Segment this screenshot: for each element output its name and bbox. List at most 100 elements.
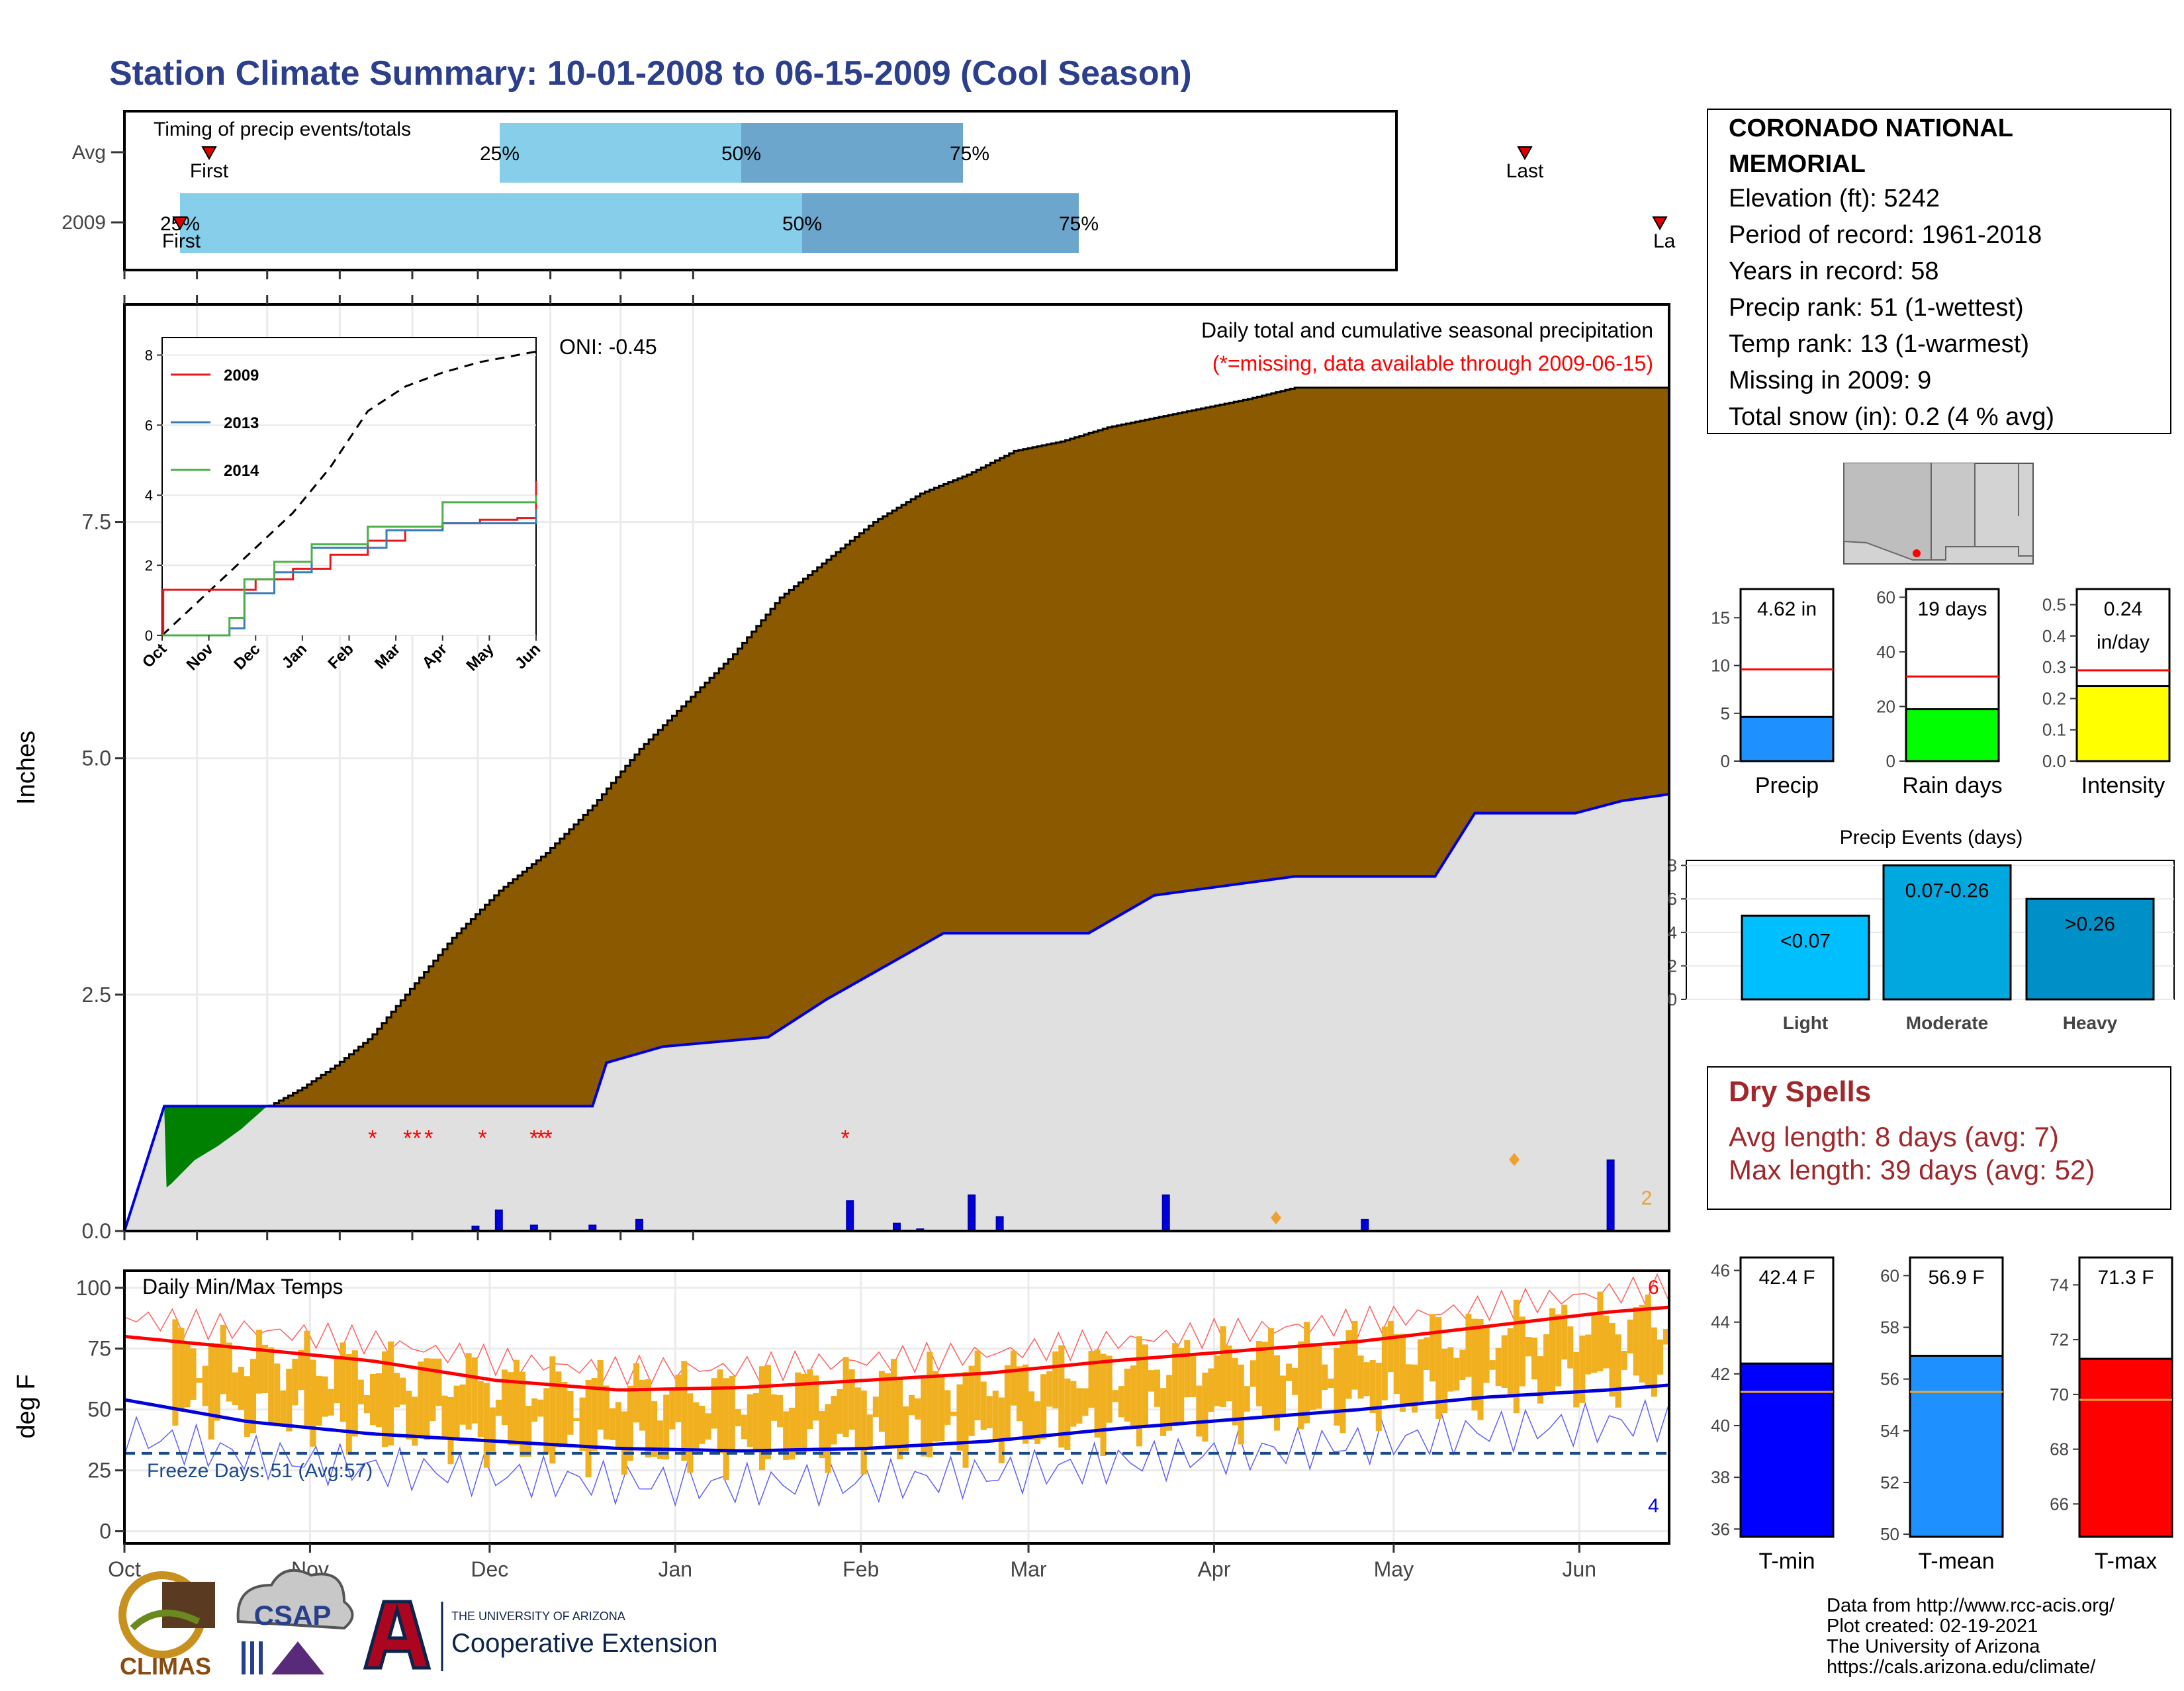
daily-temp-bar-139 — [956, 1384, 963, 1451]
daily-temp-bar-204 — [1345, 1330, 1352, 1399]
inset-series-2014 — [162, 495, 537, 637]
daily-temp-bar-61 — [489, 1407, 496, 1452]
timing-row-2009-label: 2009 — [62, 212, 106, 234]
daily-temp-bar-66 — [520, 1371, 526, 1457]
precip-summary-tick-label-1-1: 20 — [1876, 696, 1895, 716]
main-y-tick-label-2: 5.0 — [82, 747, 111, 770]
inset-x-tick-label-7: May — [463, 640, 498, 675]
temp-chart-frame — [123, 1269, 1670, 1545]
main-chart-frame — [123, 303, 1670, 1232]
above-average-fill — [164, 1105, 270, 1188]
daily-temp-bar-247 — [1603, 1315, 1610, 1369]
daily-temp-bar-143 — [980, 1381, 987, 1430]
daily-temp-bar-214 — [1405, 1364, 1412, 1407]
daily-temp-bar-234 — [1525, 1337, 1531, 1357]
temp-summary-value-0: 42.4 F — [1758, 1267, 1815, 1289]
station-elevation: Elevation (ft): 5242 — [1729, 185, 1940, 212]
daily-temp-bar-82 — [615, 1402, 621, 1449]
precip-summary-value-2: 0.24 — [2104, 598, 2142, 620]
daily-temp-bar-94 — [687, 1393, 694, 1473]
daily-temp-bar-10 — [184, 1343, 191, 1408]
daily-precip-bar-12 — [1606, 1159, 1615, 1232]
daily-temp-bar-198 — [1310, 1343, 1316, 1410]
daily-temp-bar-44 — [388, 1341, 394, 1445]
missing-day-marker-8: * — [841, 1126, 850, 1151]
daily-precip-bar-5 — [846, 1200, 854, 1232]
precip-events-tick-label-4: 8 — [1668, 856, 1677, 876]
daily-temp-bar-240 — [1561, 1304, 1568, 1360]
daily-temp-bar-253 — [1639, 1304, 1645, 1383]
daily-temp-bar-98 — [711, 1378, 717, 1429]
daily-temp-bar-146 — [998, 1397, 1005, 1463]
daily-temp-bar-239 — [1555, 1314, 1562, 1387]
inset-x-tick-label-2: Dec — [230, 640, 263, 673]
daily-temp-bar-37 — [345, 1353, 352, 1455]
daily-temp-bar-71 — [549, 1356, 556, 1464]
daily-temp-bar-117 — [825, 1404, 831, 1473]
timing-2009-first: First — [162, 230, 201, 252]
daily-temp-bar-144 — [986, 1396, 993, 1428]
daily-temp-bar-149 — [1016, 1366, 1023, 1422]
daily-temp-bar-15 — [214, 1343, 220, 1421]
daily-temp-bar-172 — [1154, 1369, 1161, 1407]
daily-temp-bar-231 — [1507, 1328, 1514, 1398]
main-y-tick-label-3: 7.5 — [82, 510, 111, 534]
inset-x-tick-label-0: Oct — [139, 640, 170, 671]
daily-temp-bar-47 — [406, 1391, 412, 1440]
temp-summary-tick-label-2-0: 66 — [2050, 1494, 2069, 1514]
daily-temp-bar-224 — [1465, 1314, 1472, 1377]
precip-events-bar-label-1: 0.07-0.26 — [1905, 880, 1989, 902]
station-info: CORONADO NATIONAL MEMORIAL Elevation (ft… — [1707, 109, 2171, 434]
daily-temp-bar-252 — [1633, 1306, 1639, 1376]
daily-temp-bar-201 — [1328, 1378, 1334, 1389]
daily-temp-bar-140 — [962, 1372, 969, 1468]
daily-temp-bar-217 — [1424, 1337, 1430, 1371]
daily-temp-bar-249 — [1615, 1334, 1621, 1408]
main-y-label: Inches — [13, 731, 40, 805]
precip-summary-bar-2 — [2075, 685, 2171, 762]
daily-temp-bar-186 — [1238, 1364, 1244, 1445]
daily-temp-bar-27 — [286, 1368, 293, 1432]
daily-temp-bar-116 — [819, 1411, 825, 1459]
daily-precip-bar-8 — [968, 1194, 976, 1232]
daily-temp-bar-33 — [322, 1376, 328, 1417]
daily-temp-bar-69 — [537, 1399, 544, 1417]
timing-row-avg-label: Avg — [72, 142, 106, 163]
daily-temp-bar-70 — [543, 1388, 550, 1455]
daily-temp-bar-32 — [316, 1375, 322, 1426]
daily-temp-bar-38 — [351, 1350, 358, 1437]
daily-temp-bar-222 — [1453, 1357, 1460, 1391]
daily-temp-bar-79 — [597, 1359, 604, 1430]
temp-annotation-6: 6 — [1648, 1277, 1659, 1299]
daily-temp-bar-152 — [1034, 1401, 1041, 1444]
daily-temp-bar-63 — [501, 1369, 508, 1426]
daily-temp-bar-192 — [1273, 1355, 1280, 1431]
daily-temp-bar-25 — [274, 1363, 281, 1427]
daily-temp-bar-11 — [190, 1348, 197, 1400]
footer-line4: https://cals.arizona.edu/climate/ — [1827, 1657, 2096, 1678]
daily-temp-bar-122 — [854, 1387, 861, 1449]
daily-temp-bar-196 — [1298, 1341, 1304, 1430]
daily-temp-bar-29 — [298, 1349, 304, 1391]
daily-temp-bar-167 — [1124, 1368, 1130, 1422]
daily-precip-bar-10 — [1161, 1194, 1170, 1232]
missing-day-marker-4: * — [478, 1126, 486, 1151]
precip-events-plot: 0 2 4 6 8 <0.07 Light 0.07-0.26 Moderate >0.26 Hea… — [1668, 856, 2175, 1033]
daily-temp-bar-46 — [400, 1377, 406, 1405]
daily-temp-bar-128 — [890, 1359, 897, 1447]
daily-temp-bar-57 — [465, 1353, 472, 1430]
inset-grid — [162, 354, 536, 636]
temp-y-tick-label-4: 100 — [76, 1276, 111, 1300]
daily-temp-bar-177 — [1184, 1340, 1191, 1398]
daily-temp-bar-207 — [1363, 1362, 1370, 1396]
daily-temp-bar-132 — [915, 1398, 921, 1420]
daily-temp-bar-93 — [681, 1361, 688, 1461]
daily-precip-bar-9 — [995, 1216, 1004, 1232]
average-max-line — [124, 1305, 1670, 1392]
daily-temp-bar-225 — [1471, 1318, 1478, 1411]
daily-temp-bar-137 — [944, 1390, 951, 1425]
temp-summary-xlabel-1: T-mean — [1918, 1549, 1994, 1574]
precip-summary-tick-label-2-1: 0.1 — [2042, 720, 2066, 740]
